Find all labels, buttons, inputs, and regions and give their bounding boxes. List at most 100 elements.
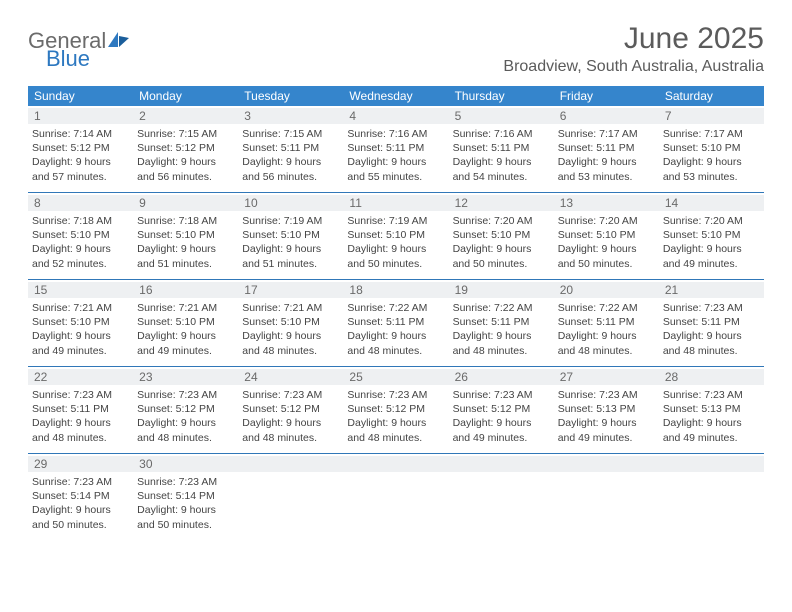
daylight-line: Daylight: 9 hours xyxy=(663,155,760,169)
day-number: 6 xyxy=(560,109,653,123)
day-number-row xyxy=(238,456,343,472)
logo-word-blue: Blue xyxy=(46,48,130,70)
daylight-line: and 51 minutes. xyxy=(242,257,339,271)
sunrise-line: Sunrise: 7:23 AM xyxy=(242,388,339,402)
day-number-row: 20 xyxy=(554,282,659,298)
day-number: 15 xyxy=(34,283,127,297)
sunset-line: Sunset: 5:10 PM xyxy=(558,228,655,242)
day-number xyxy=(560,457,653,471)
calendar-page: General Blue June 2025 Broadview, South … xyxy=(0,0,792,540)
day-cell: 17Sunrise: 7:21 AMSunset: 5:10 PMDayligh… xyxy=(238,280,343,366)
month-title: June 2025 xyxy=(503,22,764,56)
brand-logo: General Blue xyxy=(28,30,130,70)
sunset-line: Sunset: 5:10 PM xyxy=(453,228,550,242)
sunset-line: Sunset: 5:10 PM xyxy=(137,228,234,242)
sunrise-line: Sunrise: 7:23 AM xyxy=(558,388,655,402)
daylight-line: Daylight: 9 hours xyxy=(32,416,129,430)
logo-text: General Blue xyxy=(28,30,130,70)
sunset-line: Sunset: 5:12 PM xyxy=(32,141,129,155)
day-number: 29 xyxy=(34,457,127,471)
day-number: 13 xyxy=(560,196,653,210)
daylight-line: Daylight: 9 hours xyxy=(558,155,655,169)
day-cell xyxy=(659,454,764,540)
weekday-header-row: SundayMondayTuesdayWednesdayThursdayFrid… xyxy=(28,86,764,106)
day-cell: 18Sunrise: 7:22 AMSunset: 5:11 PMDayligh… xyxy=(343,280,448,366)
sunrise-line: Sunrise: 7:23 AM xyxy=(663,388,760,402)
weekday-header: Tuesday xyxy=(238,86,343,106)
daylight-line: Daylight: 9 hours xyxy=(663,329,760,343)
daylight-line: and 50 minutes. xyxy=(32,518,129,532)
sunrise-line: Sunrise: 7:22 AM xyxy=(558,301,655,315)
sunset-line: Sunset: 5:13 PM xyxy=(663,402,760,416)
daylight-line: Daylight: 9 hours xyxy=(242,155,339,169)
weekday-header: Sunday xyxy=(28,86,133,106)
sunset-line: Sunset: 5:12 PM xyxy=(137,141,234,155)
daylight-line: and 51 minutes. xyxy=(137,257,234,271)
day-number-row: 22 xyxy=(28,369,133,385)
weekday-header: Monday xyxy=(133,86,238,106)
day-cell: 19Sunrise: 7:22 AMSunset: 5:11 PMDayligh… xyxy=(449,280,554,366)
day-number-row: 3 xyxy=(238,108,343,124)
daylight-line: Daylight: 9 hours xyxy=(558,416,655,430)
sunrise-line: Sunrise: 7:20 AM xyxy=(558,214,655,228)
week-row: 15Sunrise: 7:21 AMSunset: 5:10 PMDayligh… xyxy=(28,280,764,367)
daylight-line: and 49 minutes. xyxy=(32,344,129,358)
sunrise-line: Sunrise: 7:15 AM xyxy=(242,127,339,141)
daylight-line: Daylight: 9 hours xyxy=(137,242,234,256)
day-cell xyxy=(343,454,448,540)
day-number xyxy=(349,457,442,471)
sunrise-line: Sunrise: 7:23 AM xyxy=(453,388,550,402)
daylight-line: and 50 minutes. xyxy=(347,257,444,271)
day-number: 23 xyxy=(139,370,232,384)
calendar-grid: SundayMondayTuesdayWednesdayThursdayFrid… xyxy=(28,86,764,540)
sunrise-line: Sunrise: 7:20 AM xyxy=(453,214,550,228)
daylight-line: and 56 minutes. xyxy=(242,170,339,184)
sunset-line: Sunset: 5:14 PM xyxy=(137,489,234,503)
day-cell: 8Sunrise: 7:18 AMSunset: 5:10 PMDaylight… xyxy=(28,193,133,279)
weekday-header: Wednesday xyxy=(343,86,448,106)
day-cell: 6Sunrise: 7:17 AMSunset: 5:11 PMDaylight… xyxy=(554,106,659,192)
day-number: 27 xyxy=(560,370,653,384)
sunrise-line: Sunrise: 7:17 AM xyxy=(663,127,760,141)
day-number-row: 27 xyxy=(554,369,659,385)
daylight-line: Daylight: 9 hours xyxy=(663,242,760,256)
day-cell: 15Sunrise: 7:21 AMSunset: 5:10 PMDayligh… xyxy=(28,280,133,366)
day-number xyxy=(244,457,337,471)
day-cell: 28Sunrise: 7:23 AMSunset: 5:13 PMDayligh… xyxy=(659,367,764,453)
sunrise-line: Sunrise: 7:23 AM xyxy=(32,475,129,489)
sunset-line: Sunset: 5:12 PM xyxy=(453,402,550,416)
day-number-row: 18 xyxy=(343,282,448,298)
daylight-line: Daylight: 9 hours xyxy=(32,155,129,169)
day-number-row: 23 xyxy=(133,369,238,385)
day-number: 2 xyxy=(139,109,232,123)
sunrise-line: Sunrise: 7:21 AM xyxy=(242,301,339,315)
daylight-line: and 48 minutes. xyxy=(137,431,234,445)
daylight-line: Daylight: 9 hours xyxy=(558,242,655,256)
day-cell: 11Sunrise: 7:19 AMSunset: 5:10 PMDayligh… xyxy=(343,193,448,279)
day-number-row: 15 xyxy=(28,282,133,298)
day-cell: 21Sunrise: 7:23 AMSunset: 5:11 PMDayligh… xyxy=(659,280,764,366)
day-number: 17 xyxy=(244,283,337,297)
sunset-line: Sunset: 5:11 PM xyxy=(347,141,444,155)
daylight-line: and 48 minutes. xyxy=(663,344,760,358)
day-cell xyxy=(554,454,659,540)
daylight-line: Daylight: 9 hours xyxy=(32,503,129,517)
daylight-line: and 48 minutes. xyxy=(558,344,655,358)
day-cell: 30Sunrise: 7:23 AMSunset: 5:14 PMDayligh… xyxy=(133,454,238,540)
sunrise-line: Sunrise: 7:16 AM xyxy=(453,127,550,141)
day-number: 4 xyxy=(349,109,442,123)
sunrise-line: Sunrise: 7:18 AM xyxy=(32,214,129,228)
day-number-row: 30 xyxy=(133,456,238,472)
page-header: General Blue June 2025 Broadview, South … xyxy=(28,22,764,76)
sunrise-line: Sunrise: 7:15 AM xyxy=(137,127,234,141)
daylight-line: and 50 minutes. xyxy=(137,518,234,532)
day-cell: 3Sunrise: 7:15 AMSunset: 5:11 PMDaylight… xyxy=(238,106,343,192)
daylight-line: Daylight: 9 hours xyxy=(32,242,129,256)
day-cell: 23Sunrise: 7:23 AMSunset: 5:12 PMDayligh… xyxy=(133,367,238,453)
day-cell: 12Sunrise: 7:20 AMSunset: 5:10 PMDayligh… xyxy=(449,193,554,279)
day-number-row: 17 xyxy=(238,282,343,298)
week-row: 29 Sunrise: 7:23 AM Sunset: 5:14 PM Dayligh… xyxy=(28,454,764,540)
sunset-line: Sunset: 5:11 PM xyxy=(32,402,129,416)
day-number-row: 7 xyxy=(659,108,764,124)
daylight-line: and 50 minutes. xyxy=(453,257,550,271)
